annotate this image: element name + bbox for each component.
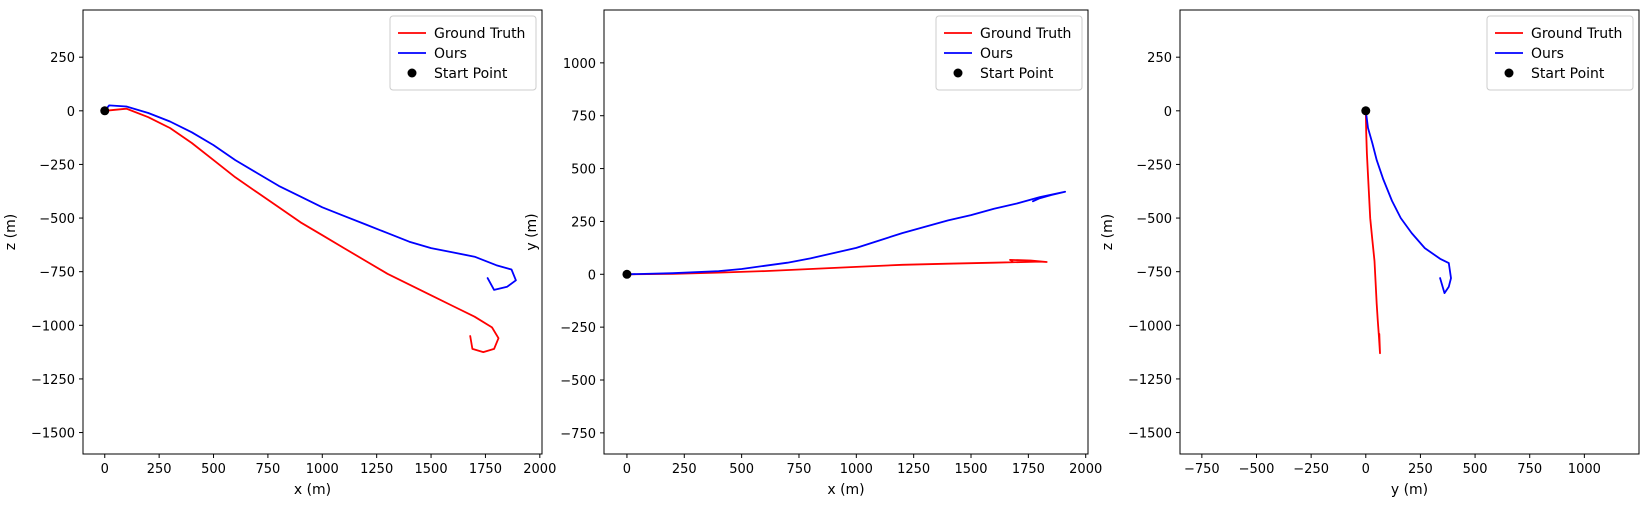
legend-label: Start Point [1531, 66, 1605, 82]
y-tick-label: −750 [39, 266, 75, 281]
x-tick-label: 2000 [523, 462, 556, 477]
x-tick-label: 500 [1463, 462, 1488, 477]
series-line-ground-truth [626, 258, 1048, 276]
y-axis-label: z (m) [3, 214, 19, 250]
y-tick-label: −1250 [1128, 373, 1172, 388]
legend-box [935, 15, 1083, 91]
chart-panel-2: 0 250 500 750 1000 1250 1500 1750 2000 1000 750 500… [524, 9, 1102, 498]
y-tick-label: −250 [1136, 158, 1172, 173]
x-tick-label: 1750 [1012, 462, 1045, 477]
x-tick-label: 1750 [469, 462, 502, 477]
x-tick-label: 0 [1362, 462, 1370, 477]
y-tick-label: −1000 [1128, 319, 1172, 334]
y-tick-label: 0 [588, 268, 596, 283]
y-axis-label: y (m) [524, 213, 540, 250]
series-line-ours [626, 190, 1066, 276]
legend-label: Ground Truth [980, 26, 1071, 42]
x-tick-label: 0 [101, 462, 109, 477]
x-tick-label: −500 [1239, 462, 1275, 477]
legend-marker-swatch [953, 68, 963, 78]
plot-frame [82, 9, 543, 455]
legend-marker-swatch [1504, 68, 1514, 78]
legend-label: Ground Truth [434, 26, 525, 42]
legend-label: Start Point [980, 66, 1054, 82]
y-tick-label: 0 [1164, 105, 1172, 120]
legend-box [389, 15, 537, 91]
start-point-marker [1361, 106, 1371, 116]
x-tick-label: 250 [147, 462, 172, 477]
chart-panel-3: −750 −500 −250 0 250 500 750 1000 250 0 −250 −500 −7… [1100, 9, 1640, 498]
x-tick-label: 0 [623, 462, 631, 477]
x-tick-label: 1500 [954, 462, 987, 477]
plot-frame [603, 9, 1089, 455]
y-tick-label: 0 [67, 105, 75, 120]
x-tick-label: 2000 [1069, 462, 1102, 477]
y-tick-label: 250 [1147, 51, 1172, 66]
series-line-ours [1364, 109, 1452, 295]
y-tick-label: 250 [50, 51, 75, 66]
chart-panel-1: 0 250 500 750 1000 1250 1500 1750 2000 250 0 −250 −5… [3, 9, 556, 498]
x-axis-label: y (m) [1391, 482, 1428, 498]
x-tick-label: −250 [1293, 462, 1329, 477]
y-tick-label: −750 [560, 427, 596, 442]
x-tick-label: −750 [1184, 462, 1220, 477]
legend: Ground Truth Ours Start Point [935, 15, 1083, 91]
y-axis-label: z (m) [1100, 214, 1116, 250]
legend-box [1486, 15, 1634, 91]
plot-frame [1179, 9, 1640, 455]
series-line-ours [103, 104, 517, 291]
y-tick-label: −500 [39, 212, 75, 227]
legend-label: Ours [980, 46, 1013, 62]
x-tick-label: 500 [729, 462, 754, 477]
series-line-ground-truth [103, 107, 500, 354]
y-tick-label: −750 [1136, 266, 1172, 281]
x-tick-label: 1250 [897, 462, 930, 477]
x-axis-label: x (m) [294, 482, 331, 498]
x-tick-label: 750 [1517, 462, 1542, 477]
y-tick-label: 1000 [563, 57, 596, 72]
y-tick-label: 250 [571, 215, 596, 230]
legend-label: Start Point [434, 66, 508, 82]
legend-marker-swatch [407, 68, 417, 78]
x-axis-label: x (m) [827, 482, 864, 498]
x-tick-label: 1250 [360, 462, 393, 477]
y-tick-label: −1500 [31, 427, 75, 442]
y-tick-label: −1500 [1128, 427, 1172, 442]
x-tick-label: 500 [201, 462, 226, 477]
x-tick-label: 750 [787, 462, 812, 477]
start-point-marker [622, 269, 632, 279]
x-tick-label: 1000 [306, 462, 339, 477]
start-point-marker [100, 106, 110, 116]
series-line-ground-truth [1364, 109, 1381, 355]
y-tick-label: −250 [560, 321, 596, 336]
legend-label: Ours [434, 46, 467, 62]
y-tick-label: −500 [1136, 212, 1172, 227]
x-tick-label: 750 [255, 462, 280, 477]
y-tick-label: 750 [571, 110, 596, 125]
x-tick-label: 1000 [840, 462, 873, 477]
y-tick-label: −1250 [31, 373, 75, 388]
x-tick-label: 250 [672, 462, 697, 477]
y-tick-label: 500 [571, 163, 596, 178]
x-tick-label: 1000 [1568, 462, 1601, 477]
y-tick-label: −500 [560, 374, 596, 389]
legend: Ground Truth Ours Start Point [389, 15, 537, 91]
y-tick-label: −250 [39, 158, 75, 173]
y-tick-label: −1000 [31, 319, 75, 334]
legend-label: Ours [1531, 46, 1564, 62]
legend-label: Ground Truth [1531, 26, 1622, 42]
legend: Ground Truth Ours Start Point [1486, 15, 1634, 91]
x-tick-label: 250 [1408, 462, 1433, 477]
x-tick-label: 1500 [415, 462, 448, 477]
